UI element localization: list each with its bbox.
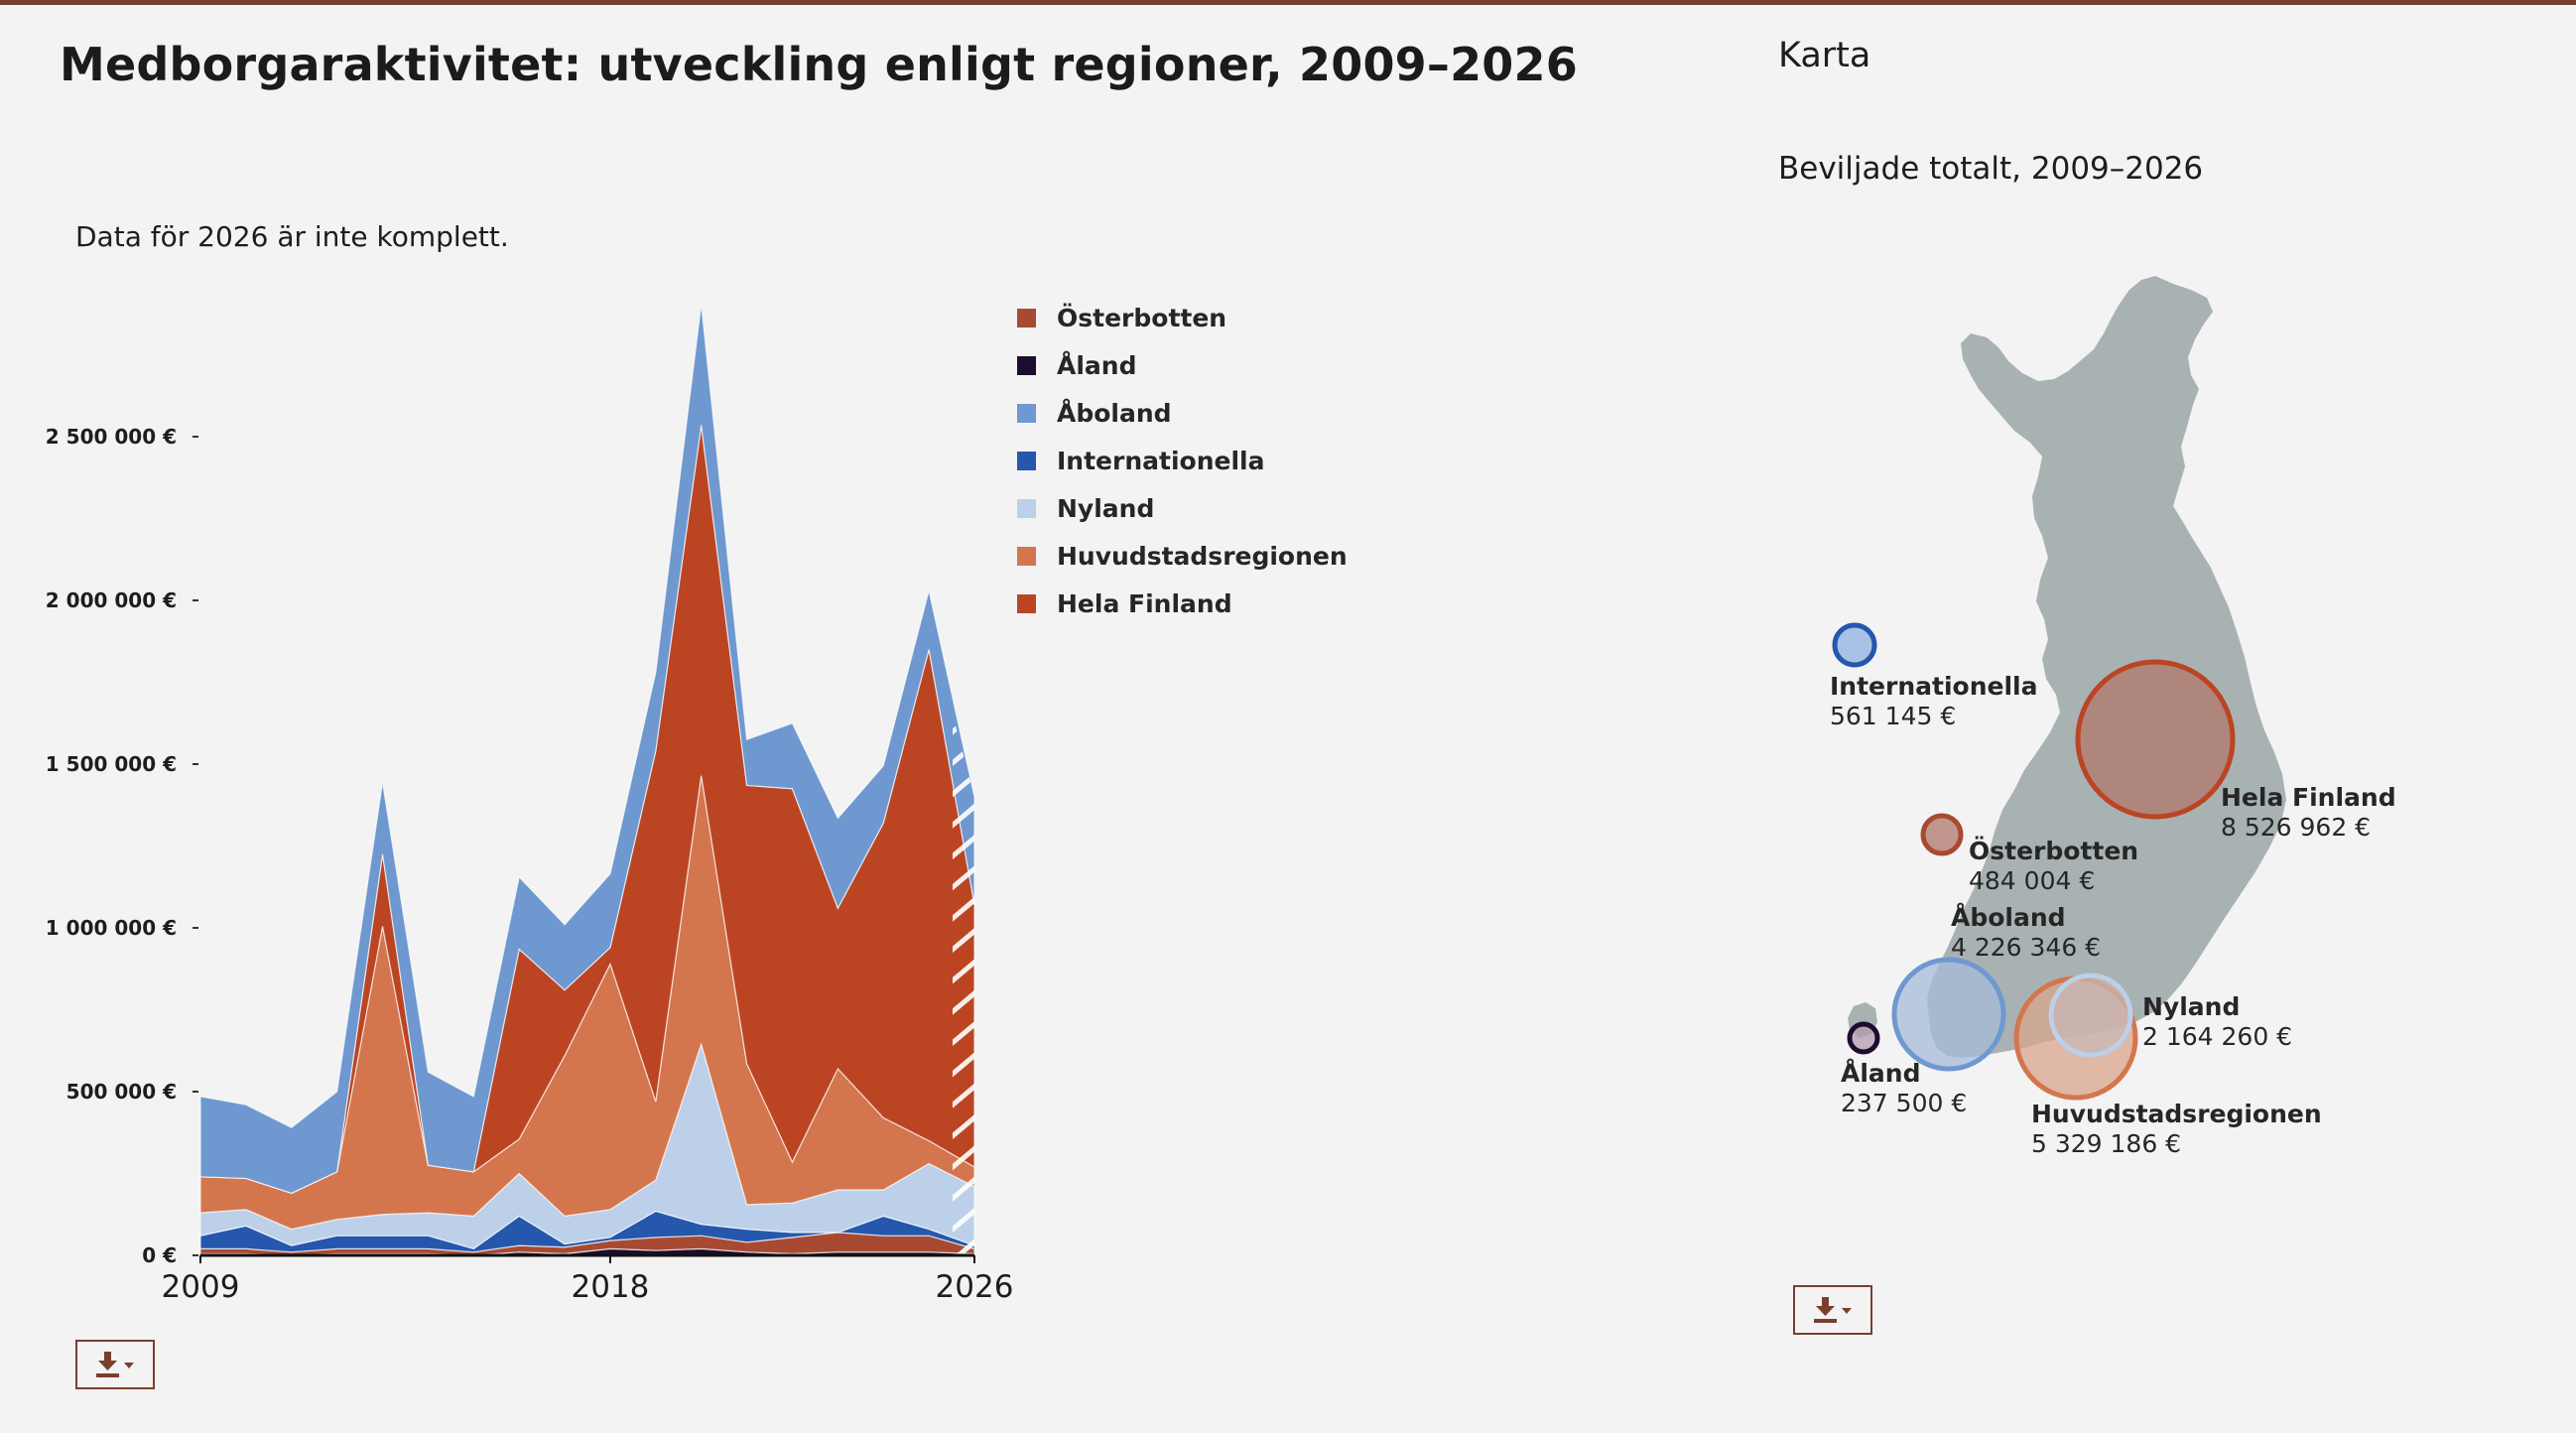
- legend-item[interactable]: Internationella: [1017, 437, 1348, 484]
- legend-label: Internationella: [1057, 446, 1265, 475]
- legend-item[interactable]: Österbotten: [1017, 294, 1348, 341]
- legend-item[interactable]: Åboland: [1017, 389, 1348, 437]
- chart-legend: Österbotten Åland Åboland Internationella Ny…: [1017, 294, 1348, 627]
- map-label-value: 8 526 962 €: [2221, 813, 2371, 842]
- legend-label: Hela Finland: [1057, 588, 1232, 618]
- legend-label: Åland: [1057, 350, 1137, 380]
- map-bubble[interactable]: [1847, 1021, 1880, 1055]
- map-label-name: Hela Finland: [2221, 783, 2396, 812]
- map-subtitle: Beviljade totalt, 2009–2026: [1778, 151, 2204, 187]
- map-label-name: Österbotten: [1969, 836, 2138, 865]
- map-label-value: 561 145 €: [1830, 702, 1956, 730]
- page-title: Medborgaraktivitet: utveckling enligt re…: [60, 38, 1578, 91]
- map-bubble[interactable]: [1920, 813, 1964, 856]
- legend-swatch: [1017, 403, 1036, 423]
- caret-down-icon: [1842, 1308, 1852, 1314]
- incomplete-data-hatch: [953, 714, 974, 1255]
- download-icon: [96, 1352, 134, 1377]
- map-label-value: 5 329 186 €: [2031, 1129, 2181, 1158]
- y-tick-label: 2 500 000 €: [46, 425, 177, 449]
- map-label-name: Internationella: [1830, 672, 2037, 701]
- map-label-value: 484 004 €: [1969, 866, 2095, 895]
- y-tick-label: 0 €: [142, 1243, 177, 1267]
- legend-item[interactable]: Åland: [1017, 341, 1348, 389]
- chart-axes: 0 € 500 000 € 1 000 000 € 1 500 000 € 2 000 …: [46, 425, 1014, 1305]
- y-tick-label: 1 000 000 €: [46, 916, 177, 940]
- map-label-name: Åboland: [1951, 903, 2066, 932]
- chart-note: Data för 2026 är inte komplett.: [75, 220, 509, 253]
- legend-label: Österbotten: [1057, 303, 1227, 332]
- y-tick-label: 2 000 000 €: [46, 588, 177, 612]
- top-rule: [0, 0, 2576, 5]
- legend-swatch: [1017, 451, 1036, 470]
- legend-swatch: [1017, 546, 1036, 566]
- stacked-area-chart: 0 € 500 000 € 1 000 000 € 1 500 000 € 2 000 …: [46, 304, 1014, 1305]
- map-label-value: 4 226 346 €: [1951, 933, 2101, 962]
- map-label-name: Nyland: [2142, 992, 2240, 1021]
- legend-swatch: [1017, 498, 1036, 518]
- legend-item[interactable]: Huvudstadsregionen: [1017, 532, 1348, 580]
- legend-item[interactable]: Nyland: [1017, 484, 1348, 532]
- map-heading: Karta: [1778, 36, 1871, 75]
- map-bubble[interactable]: [2048, 973, 2133, 1058]
- map-bubbles: [1832, 622, 2236, 1101]
- legend-label: Åboland: [1057, 398, 1172, 428]
- map-label-name: Huvudstadsregionen: [2031, 1100, 2322, 1128]
- download-icon: [1814, 1297, 1852, 1323]
- x-tick-label: 2009: [162, 1269, 240, 1305]
- y-tick-label: 500 000 €: [66, 1080, 177, 1104]
- legend-swatch: [1017, 308, 1036, 327]
- legend-label: Nyland: [1057, 493, 1155, 523]
- map-label-name: Åland: [1841, 1059, 1920, 1088]
- map-download-button[interactable]: [1793, 1285, 1872, 1335]
- legend-label: Huvudstadsregionen: [1057, 541, 1348, 571]
- chart-download-button[interactable]: [75, 1340, 155, 1389]
- map-bubble[interactable]: [2075, 659, 2236, 820]
- y-tick-label: 1 500 000 €: [46, 752, 177, 776]
- legend-swatch: [1017, 593, 1036, 613]
- finland-shape: [1927, 276, 2286, 1058]
- series-areas: [199, 304, 975, 1256]
- map-bubble[interactable]: [1891, 957, 2006, 1072]
- map-label-value: 237 500 €: [1841, 1089, 1967, 1117]
- legend-swatch: [1017, 355, 1036, 375]
- incomplete-period-hatch: [953, 714, 974, 1255]
- map-label-value: 2 164 260 €: [2142, 1022, 2292, 1051]
- caret-down-icon: [124, 1363, 134, 1368]
- legend-item[interactable]: Hela Finland: [1017, 580, 1348, 627]
- map-bubble[interactable]: [1832, 622, 1877, 668]
- x-tick-label: 2018: [571, 1269, 649, 1305]
- x-tick-label: 2026: [936, 1269, 1014, 1305]
